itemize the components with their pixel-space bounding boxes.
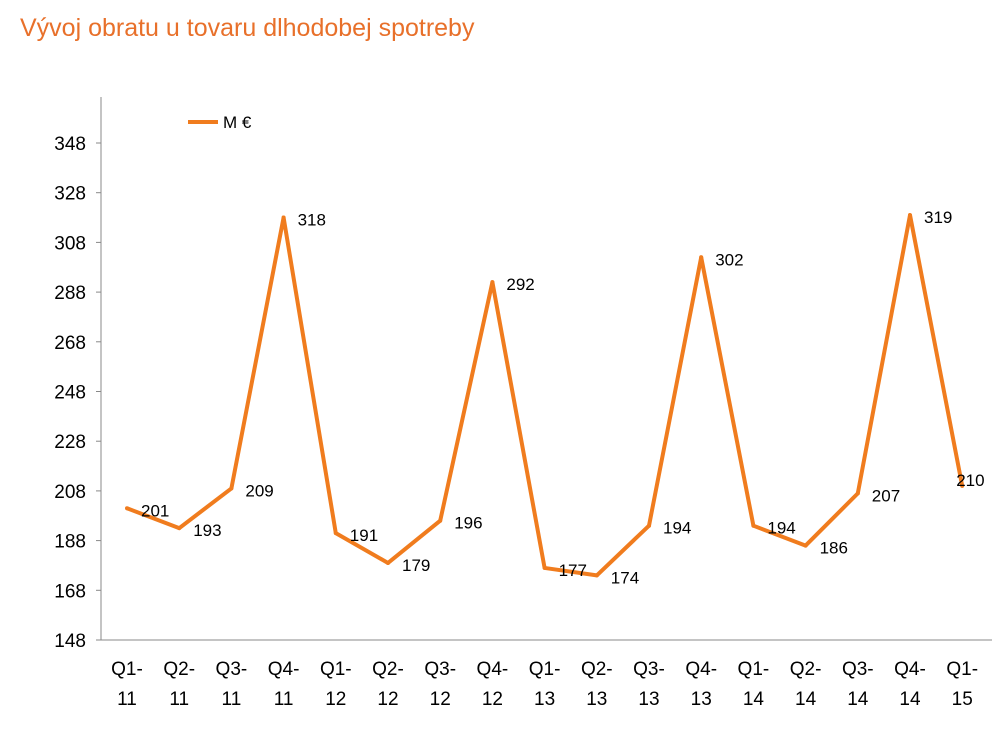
x-tick-label: Q4- <box>685 659 717 680</box>
x-tick-label: 12 <box>482 689 503 710</box>
data-label: 209 <box>245 481 273 500</box>
y-tick-label: 308 <box>54 233 86 254</box>
series-line <box>126 213 965 578</box>
x-tick-label: 12 <box>430 689 451 710</box>
x-tick-label: Q4- <box>894 659 926 680</box>
x-tick-label: Q4- <box>477 659 509 680</box>
chart-title: Vývoj obratu u tovaru dlhodobej spotreby <box>20 14 475 42</box>
data-label: 210 <box>956 471 984 490</box>
data-point <box>542 565 547 570</box>
x-tick-label: Q1- <box>111 659 143 680</box>
y-tick-label: 148 <box>54 631 86 652</box>
x-tick-label: Q2- <box>581 659 613 680</box>
data-label: 174 <box>611 568 639 587</box>
x-tick-label: 11 <box>117 689 137 710</box>
data-label: 191 <box>350 526 378 545</box>
y-tick-label: 288 <box>54 283 86 304</box>
x-tick-label: Q3- <box>424 659 456 680</box>
data-point <box>803 543 808 548</box>
x-tick-label: 11 <box>169 689 189 710</box>
y-tick-label: 188 <box>54 532 86 553</box>
data-label: 319 <box>924 208 952 227</box>
data-label: 201 <box>141 501 169 520</box>
data-label: 186 <box>820 539 848 558</box>
data-point <box>125 506 129 511</box>
x-tick-label: 13 <box>586 689 607 710</box>
x-tick-label: 12 <box>377 689 398 710</box>
x-tick-label: Q1- <box>738 659 770 680</box>
x-tick-label: 13 <box>691 689 712 710</box>
data-point <box>229 486 234 491</box>
x-tick-label: Q2- <box>790 659 822 680</box>
data-point <box>490 280 495 285</box>
data-point <box>855 491 860 496</box>
x-tick-label: 11 <box>222 689 242 710</box>
data-point <box>751 523 756 528</box>
data-point <box>386 560 390 565</box>
x-tick-label: Q2- <box>372 659 404 680</box>
y-tick-label: 248 <box>54 383 86 404</box>
y-tick-label: 268 <box>54 333 86 354</box>
y-tick-label: 228 <box>54 432 86 453</box>
legend-label: M € <box>223 113 252 132</box>
data-label: 207 <box>872 486 900 505</box>
x-tick-label: Q1- <box>529 659 561 680</box>
y-tick-label: 208 <box>54 482 86 503</box>
y-tick-label: 348 <box>54 134 86 155</box>
x-tick-label: 14 <box>795 689 817 710</box>
data-point <box>438 518 443 523</box>
data-label: 292 <box>506 275 534 294</box>
x-tick-label: 14 <box>899 689 921 710</box>
data-label: 193 <box>193 521 221 540</box>
x-tick-label: 12 <box>325 689 346 710</box>
data-point <box>699 255 704 260</box>
data-point <box>177 526 182 531</box>
x-tick-label: Q1- <box>946 659 978 680</box>
data-label: 177 <box>559 561 587 580</box>
data-label: 194 <box>767 519 795 538</box>
data-point <box>333 531 338 536</box>
x-tick-label: 14 <box>847 689 869 710</box>
x-tick-label: Q1- <box>320 659 352 680</box>
data-label: 194 <box>663 519 691 538</box>
x-tick-label: 15 <box>952 689 973 710</box>
x-tick-label: 14 <box>743 689 765 710</box>
data-point <box>594 573 599 578</box>
y-tick-label: 168 <box>54 581 86 602</box>
data-point <box>647 523 651 528</box>
data-label: 302 <box>715 250 743 269</box>
data-label: 196 <box>454 514 482 533</box>
data-point <box>281 215 286 220</box>
x-tick-label: 11 <box>274 689 294 710</box>
x-tick-label: Q2- <box>163 659 195 680</box>
data-point <box>960 483 965 488</box>
x-tick-label: Q3- <box>633 659 665 680</box>
x-tick-label: Q3- <box>216 659 248 680</box>
x-tick-label: Q4- <box>268 659 300 680</box>
data-label: 318 <box>298 211 326 230</box>
x-tick-label: 13 <box>534 689 555 710</box>
x-tick-label: 13 <box>638 689 659 710</box>
data-label: 179 <box>402 556 430 575</box>
x-tick-label: Q3- <box>842 659 874 680</box>
y-tick-label: 328 <box>54 184 86 205</box>
data-point <box>908 213 912 218</box>
